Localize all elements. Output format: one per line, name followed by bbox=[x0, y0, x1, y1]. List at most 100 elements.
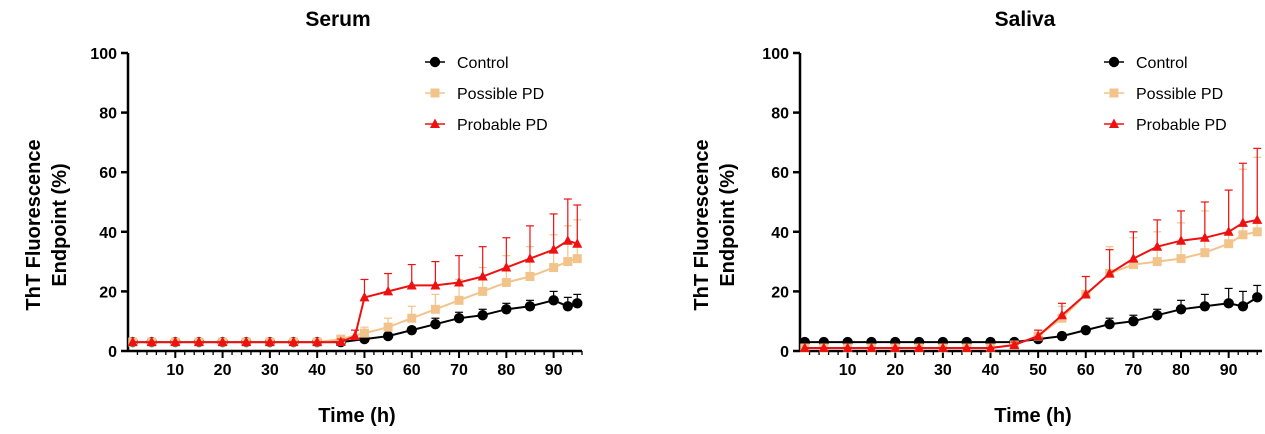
x-tick-label: 60 bbox=[1077, 362, 1095, 379]
x-ticks: 10 20 30 40 50 60 70 80 90 bbox=[808, 351, 1258, 379]
x-tick-label: 20 bbox=[886, 362, 904, 379]
legend-label: Probable PD bbox=[457, 117, 548, 134]
data-point bbox=[549, 263, 559, 273]
data-point bbox=[842, 342, 853, 353]
data-point bbox=[264, 336, 275, 347]
x-tick-label: 10 bbox=[839, 362, 857, 379]
data-point bbox=[1152, 310, 1163, 321]
y-axis-label-line1: ThT Fluorescence bbox=[691, 139, 713, 310]
legend-item: Probable PD bbox=[425, 117, 548, 134]
legend-marker bbox=[430, 118, 440, 128]
data-point bbox=[548, 295, 559, 306]
legend-label: Possible PD bbox=[457, 86, 544, 103]
data-point bbox=[1080, 288, 1091, 299]
data-point bbox=[961, 342, 972, 353]
saliva-panel: Saliva ThT Fluorescence Endpoint (%) Tim… bbox=[691, 8, 1263, 427]
series-probable-pd bbox=[127, 198, 583, 347]
data-point bbox=[1252, 227, 1262, 237]
data-point bbox=[524, 253, 535, 263]
data-point bbox=[1223, 226, 1234, 236]
legend-item: Possible PD bbox=[425, 86, 544, 103]
legend-item: Possible PD bbox=[1104, 86, 1223, 103]
data-point bbox=[170, 336, 181, 347]
series-possible-pd bbox=[128, 219, 582, 347]
data-point bbox=[1128, 260, 1138, 270]
data-point bbox=[454, 295, 464, 305]
x-tick-label: 50 bbox=[1029, 362, 1047, 379]
data-point bbox=[359, 328, 369, 338]
data-point bbox=[501, 304, 512, 315]
y-tick-label: 60 bbox=[99, 165, 117, 182]
data-point bbox=[1199, 232, 1210, 242]
data-point bbox=[1152, 257, 1162, 267]
y-axis-label-line2: Endpoint (%) bbox=[49, 163, 71, 286]
data-point bbox=[430, 304, 440, 314]
data-point bbox=[1152, 241, 1163, 251]
data-point bbox=[1176, 235, 1187, 245]
data-point bbox=[1056, 309, 1067, 320]
plot-area bbox=[799, 147, 1263, 353]
x-tick-label: 90 bbox=[545, 362, 563, 379]
y-tick-label: 0 bbox=[780, 344, 789, 361]
data-point bbox=[1224, 239, 1234, 249]
legend: Control Possible PD Probable PD bbox=[425, 55, 548, 134]
data-point bbox=[1176, 254, 1186, 264]
data-point bbox=[312, 336, 323, 347]
data-point bbox=[866, 342, 877, 353]
legend-marker bbox=[430, 88, 440, 98]
x-axis-label: Time (h) bbox=[318, 405, 395, 427]
data-point bbox=[501, 262, 512, 272]
x-tick-label: 40 bbox=[308, 362, 326, 379]
x-tick-label: 80 bbox=[1172, 362, 1190, 379]
legend-label: Control bbox=[1136, 55, 1188, 72]
y-tick-label: 80 bbox=[771, 106, 789, 123]
data-point bbox=[241, 336, 252, 347]
x-tick-label: 20 bbox=[214, 362, 232, 379]
y-tick-label: 40 bbox=[99, 225, 117, 242]
y-axis-label-line2: Endpoint (%) bbox=[717, 163, 739, 286]
legend-item: Probable PD bbox=[1104, 117, 1227, 134]
y-axis-label-line1: ThT Fluorescence bbox=[23, 139, 45, 310]
x-tick-label: 10 bbox=[166, 362, 184, 379]
data-point bbox=[914, 342, 925, 353]
legend-marker bbox=[429, 56, 441, 68]
legend-label: Possible PD bbox=[1136, 86, 1223, 103]
data-point bbox=[454, 276, 465, 287]
data-point bbox=[407, 313, 417, 323]
data-point bbox=[193, 336, 204, 347]
x-axis-label: Time (h) bbox=[994, 405, 1071, 427]
data-point bbox=[1223, 298, 1234, 309]
data-point bbox=[562, 301, 574, 312]
legend: Control Possible PD Probable PD bbox=[1104, 55, 1227, 134]
series-line bbox=[132, 239, 578, 344]
x-tick-label: 80 bbox=[497, 362, 515, 379]
x-tick-label: 30 bbox=[934, 362, 952, 379]
data-point bbox=[350, 330, 360, 341]
data-point bbox=[1238, 230, 1248, 240]
x-tick-label: 40 bbox=[982, 362, 1000, 379]
legend-label: Probable PD bbox=[1136, 117, 1227, 134]
data-point bbox=[406, 279, 417, 290]
data-point bbox=[453, 313, 465, 324]
y-tick-label: 20 bbox=[99, 284, 117, 301]
y-tick-label: 20 bbox=[771, 284, 789, 301]
data-point bbox=[1200, 248, 1210, 258]
data-point bbox=[572, 254, 582, 264]
data-point bbox=[572, 238, 583, 248]
data-point bbox=[1009, 339, 1020, 350]
data-point bbox=[1080, 324, 1091, 336]
data-point bbox=[430, 318, 441, 330]
y-tick-label: 100 bbox=[90, 46, 117, 63]
legend-label: Control bbox=[457, 55, 509, 72]
x-tick-label: 50 bbox=[356, 362, 374, 379]
data-point bbox=[146, 336, 157, 347]
chart-title: Saliva bbox=[995, 8, 1056, 31]
data-point bbox=[799, 342, 810, 353]
data-point bbox=[563, 257, 573, 267]
data-point bbox=[548, 244, 559, 254]
y-tick-label: 0 bbox=[108, 344, 117, 361]
legend-marker bbox=[1109, 88, 1119, 98]
x-tick-label: 70 bbox=[1125, 362, 1143, 379]
legend-marker bbox=[1108, 56, 1120, 68]
